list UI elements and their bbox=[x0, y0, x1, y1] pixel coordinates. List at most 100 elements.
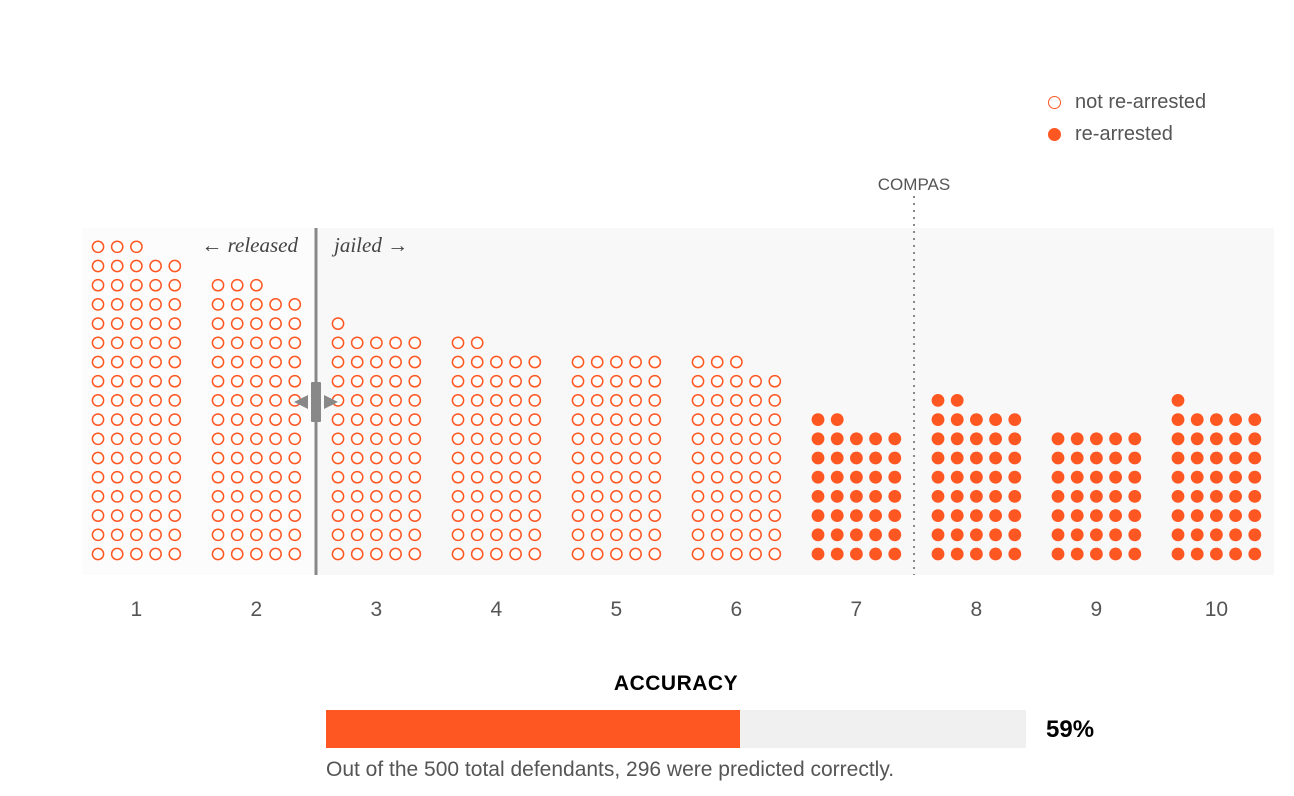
not-rearrested-dot bbox=[710, 528, 724, 542]
not-rearrested-dot bbox=[211, 490, 225, 503]
not-rearrested-dot bbox=[648, 374, 662, 388]
not-rearrested-dot bbox=[509, 432, 522, 446]
rearrested-dot bbox=[1248, 451, 1262, 465]
rearrested-dot bbox=[950, 490, 964, 503]
rearrested-dot bbox=[830, 451, 844, 465]
not-rearrested-dot bbox=[629, 490, 642, 503]
not-rearrested-dot bbox=[408, 355, 422, 369]
not-rearrested-dot bbox=[509, 528, 522, 542]
rearrested-dot bbox=[970, 413, 983, 426]
rearrested-dot bbox=[1128, 490, 1142, 503]
x-tick-label: 8 bbox=[971, 598, 983, 621]
rearrested-dot bbox=[850, 432, 863, 446]
x-tick-label: 4 bbox=[491, 598, 503, 621]
rearrested-dot bbox=[1210, 432, 1223, 446]
not-rearrested-dot bbox=[610, 432, 623, 446]
not-rearrested-dot bbox=[528, 490, 542, 503]
arrow-right-icon[interactable] bbox=[324, 395, 338, 409]
rearrested-dot bbox=[1128, 509, 1142, 522]
not-rearrested-dot bbox=[389, 355, 402, 369]
rearrested-dot bbox=[1090, 470, 1103, 484]
not-rearrested-dot bbox=[130, 394, 143, 407]
not-rearrested-dot bbox=[389, 451, 402, 465]
not-rearrested-dot bbox=[110, 470, 124, 484]
rearrested-dot bbox=[850, 451, 863, 465]
not-rearrested-dot bbox=[91, 317, 105, 330]
not-rearrested-dot bbox=[230, 278, 244, 292]
not-rearrested-dot bbox=[331, 413, 345, 426]
not-rearrested-dot bbox=[168, 394, 182, 407]
not-rearrested-dot bbox=[269, 432, 282, 446]
not-rearrested-dot bbox=[610, 528, 623, 542]
not-rearrested-dot bbox=[110, 336, 124, 350]
not-rearrested-dot bbox=[91, 470, 105, 484]
not-rearrested-dot bbox=[168, 374, 182, 388]
not-rearrested-dot bbox=[370, 509, 383, 522]
not-rearrested-dot bbox=[571, 374, 585, 388]
not-rearrested-dot bbox=[528, 432, 542, 446]
rearrested-dot bbox=[1248, 528, 1262, 542]
rearrested-dot bbox=[869, 451, 882, 465]
not-rearrested-dot bbox=[370, 413, 383, 426]
rearrested-dot bbox=[950, 413, 964, 426]
rearrested-dot bbox=[830, 413, 844, 426]
not-rearrested-dot bbox=[250, 394, 263, 407]
legend: not re-arrested re-arrested bbox=[1048, 86, 1206, 150]
rearrested-dot bbox=[1248, 490, 1262, 503]
arrow-left-icon[interactable] bbox=[294, 395, 308, 409]
not-rearrested-dot bbox=[331, 317, 345, 330]
rearrested-dot bbox=[989, 413, 1002, 426]
not-rearrested-dot bbox=[470, 470, 484, 484]
not-rearrested-dot bbox=[528, 547, 542, 561]
not-rearrested-dot bbox=[130, 451, 143, 465]
rearrested-dot bbox=[1070, 528, 1084, 542]
not-rearrested-dot bbox=[451, 432, 465, 446]
not-rearrested-dot bbox=[269, 490, 282, 503]
not-rearrested-dot bbox=[110, 490, 124, 503]
rearrested-dot bbox=[1070, 547, 1084, 561]
rearrested-dot bbox=[1210, 547, 1223, 561]
rearrested-dot bbox=[811, 413, 825, 426]
not-rearrested-dot bbox=[590, 528, 604, 542]
not-rearrested-dot bbox=[91, 336, 105, 350]
rearrested-dot bbox=[888, 509, 902, 522]
not-rearrested-dot bbox=[110, 432, 124, 446]
not-rearrested-dot bbox=[389, 528, 402, 542]
not-rearrested-dot bbox=[691, 413, 705, 426]
rearrested-dot bbox=[830, 509, 844, 522]
not-rearrested-dot bbox=[571, 509, 585, 522]
not-rearrested-dot bbox=[331, 355, 345, 369]
not-rearrested-dot bbox=[250, 413, 263, 426]
rearrested-dot bbox=[1109, 490, 1122, 503]
rearrested-dot bbox=[1090, 451, 1103, 465]
rearrested-dot bbox=[970, 470, 983, 484]
rearrested-dot bbox=[850, 509, 863, 522]
filled-circle-icon bbox=[1048, 127, 1061, 141]
not-rearrested-dot bbox=[768, 432, 782, 446]
not-rearrested-dot bbox=[110, 278, 124, 292]
not-rearrested-dot bbox=[730, 528, 743, 542]
rearrested-dot bbox=[1008, 547, 1022, 561]
not-rearrested-dot bbox=[571, 490, 585, 503]
threshold-drag-handle[interactable] bbox=[311, 382, 321, 422]
not-rearrested-dot bbox=[509, 451, 522, 465]
not-rearrested-dot bbox=[408, 547, 422, 561]
not-rearrested-dot bbox=[610, 547, 623, 561]
rearrested-dot bbox=[1109, 528, 1122, 542]
not-rearrested-dot bbox=[691, 432, 705, 446]
not-rearrested-dot bbox=[571, 432, 585, 446]
not-rearrested-dot bbox=[350, 470, 364, 484]
not-rearrested-dot bbox=[288, 413, 302, 426]
not-rearrested-dot bbox=[490, 413, 503, 426]
rearrested-dot bbox=[1051, 490, 1065, 503]
not-rearrested-dot bbox=[629, 355, 642, 369]
rearrested-dot bbox=[1008, 451, 1022, 465]
x-tick-label: 1 bbox=[131, 598, 143, 621]
rearrested-dot bbox=[1090, 528, 1103, 542]
not-rearrested-dot bbox=[168, 470, 182, 484]
rearrested-dot bbox=[1190, 413, 1204, 426]
not-rearrested-dot bbox=[590, 374, 604, 388]
accuracy-caption: Out of the 500 total defendants, 296 wer… bbox=[326, 758, 895, 781]
not-rearrested-dot bbox=[211, 374, 225, 388]
rearrested-dot bbox=[1229, 432, 1242, 446]
